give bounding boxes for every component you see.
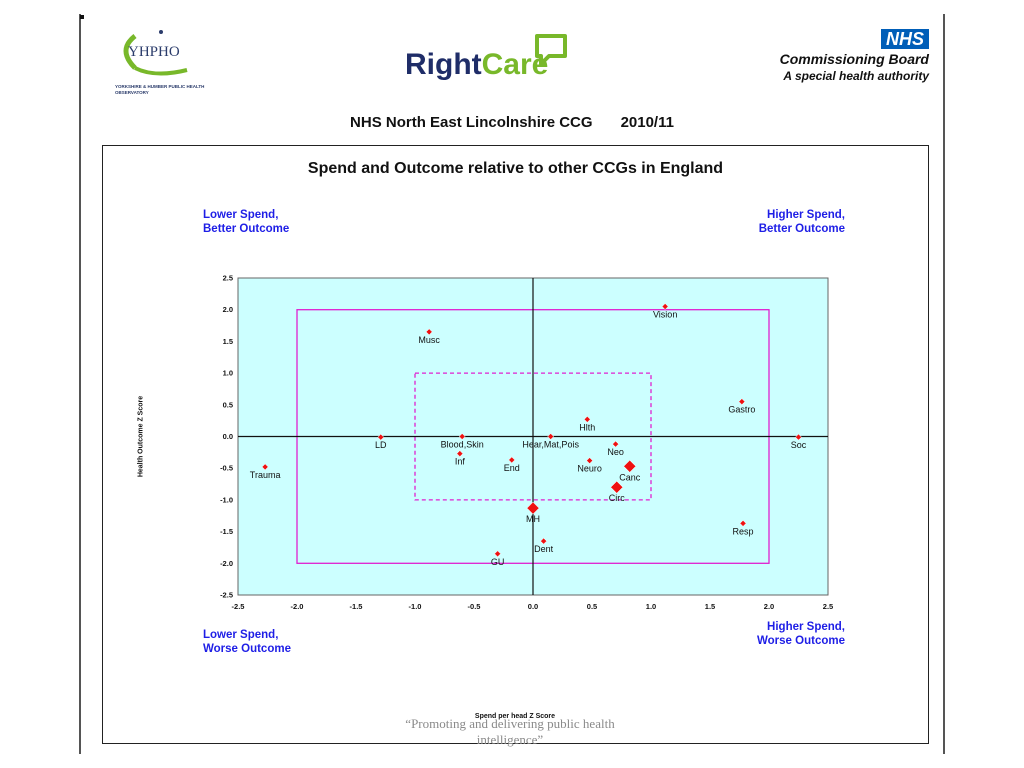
data-point [547, 433, 555, 440]
data-point-label: Inf [455, 457, 466, 467]
data-point [586, 457, 593, 464]
data-point-label: Resp [733, 526, 754, 536]
y-tick-label: 1.5 [223, 337, 233, 346]
data-point-label: Circ [609, 493, 625, 503]
rightcare-logo-right: Right [405, 48, 482, 81]
y-tick-label: 1.0 [223, 369, 233, 378]
data-point-label: Canc [619, 472, 641, 482]
data-point [508, 456, 516, 464]
y-tick-label: -2.5 [220, 591, 233, 600]
y-tick-label: 0.0 [223, 432, 233, 441]
y-tick-label: -1.5 [220, 527, 233, 536]
y-axis-label: Health Outcome Z Score [137, 395, 145, 478]
x-tick-label: 0.0 [528, 602, 538, 611]
footer-quote: “Promoting and delivering public health … [360, 716, 660, 748]
yhpho-logo-text: YHPHO [128, 44, 180, 60]
data-point-label: Neo [607, 447, 624, 457]
data-point [540, 537, 547, 545]
data-point-label: Blood,Skin [441, 440, 484, 450]
x-tick-label: -0.5 [468, 602, 481, 611]
x-tick-label: 2.5 [823, 602, 833, 611]
page-title: NHS North East Lincolnshire CCG 2010/11 [0, 114, 1024, 131]
quadrant-label-line: Better Outcome [758, 223, 845, 235]
data-point-label: Hear,Mat,Pois [522, 440, 579, 450]
quadrant-label-line: Higher Spend, [767, 209, 845, 221]
data-point [377, 433, 385, 441]
quadrant-label-line: Worse Outcome [757, 635, 845, 647]
y-tick-label: 0.5 [223, 400, 233, 409]
x-tick-label: -2.5 [232, 602, 245, 611]
x-tick-label: -2.0 [291, 602, 304, 611]
yhpho-logo-icon [123, 30, 188, 76]
quadrant-label-line: Worse Outcome [203, 643, 291, 655]
nhs-board-name: Commissioning Board [779, 51, 929, 67]
x-axis-label: Spend per head Z Score [474, 713, 556, 720]
data-point-label: Hlth [579, 422, 595, 432]
y-tick-label: -1.0 [220, 495, 233, 504]
organisation-name: NHS North East Lincolnshire CCG [350, 114, 593, 131]
data-point [612, 440, 619, 448]
nhs-board-subtitle: A special health authority [783, 69, 929, 83]
footer-quote-line: intelligence” [476, 732, 544, 747]
quadrant-label-top-right: Higher Spend, Better Outcome [759, 208, 845, 236]
data-point [261, 463, 269, 471]
data-point [623, 459, 637, 473]
x-tick-label: 1.0 [646, 602, 656, 611]
quadrant-label-bottom-right: Higher Spend, Worse Outcome [757, 620, 845, 648]
quadrant-label-top-left: Lower Spend, Better Outcome [203, 208, 289, 236]
slide-corner-mark [80, 15, 84, 19]
data-point [458, 433, 466, 440]
speech-bubble-icon [535, 34, 567, 66]
quadrant-label-line: Higher Spend, [767, 621, 845, 633]
data-point-label: Vision [653, 310, 677, 320]
data-point [526, 501, 540, 515]
yhpho-logo-subtitle: YORKSHIRE & HUMBER PUBLIC HEALTH OBSERVA… [115, 84, 205, 95]
data-point [795, 433, 802, 441]
data-point-label: GU [491, 557, 505, 567]
x-tick-label: 1.5 [705, 602, 715, 611]
quadrant-label-line: Lower Spend, [203, 209, 279, 221]
data-point [583, 416, 591, 423]
report-year: 2010/11 [620, 114, 674, 131]
data-point [661, 303, 669, 310]
data-point [738, 398, 746, 405]
data-point-label: Soc [791, 440, 807, 450]
data-point-label: LD [375, 440, 387, 450]
data-point-label: Dent [534, 544, 554, 554]
x-tick-label: -1.5 [350, 602, 363, 611]
nhs-badge: NHS [881, 29, 929, 49]
data-point-label: Trauma [250, 470, 281, 480]
chart-frame [102, 145, 929, 744]
data-point-label: Musc [418, 335, 440, 345]
quadrant-label-bottom-left: Lower Spend, Worse Outcome [203, 628, 291, 656]
data-point [425, 328, 433, 336]
y-tick-label: 2.5 [223, 274, 233, 283]
slide-border-right [943, 14, 945, 754]
chart-title: Spend and Outcome relative to other CCGs… [307, 160, 724, 177]
x-tick-label: 0.5 [587, 602, 597, 611]
data-point [456, 450, 464, 457]
quadrant-label-line: Lower Spend, [203, 629, 279, 641]
x-tick-label: -1.0 [409, 602, 422, 611]
data-point-label: Neuro [577, 464, 602, 474]
data-point-label: Gastro [728, 405, 755, 415]
y-tick-label: 2.0 [223, 305, 233, 314]
quadrant-label-line: Better Outcome [203, 223, 290, 235]
y-tick-label: -0.5 [220, 464, 233, 473]
footer-quote-line: “Promoting and delivering public health [405, 716, 615, 731]
data-point [739, 520, 747, 527]
data-point [610, 480, 624, 494]
x-tick-label: 2.0 [764, 602, 774, 611]
data-point [494, 550, 501, 558]
y-tick-label: -2.0 [220, 559, 233, 568]
slide-border-left [79, 14, 81, 754]
data-point-label: MH [526, 514, 540, 524]
data-point-label: End [504, 463, 520, 473]
